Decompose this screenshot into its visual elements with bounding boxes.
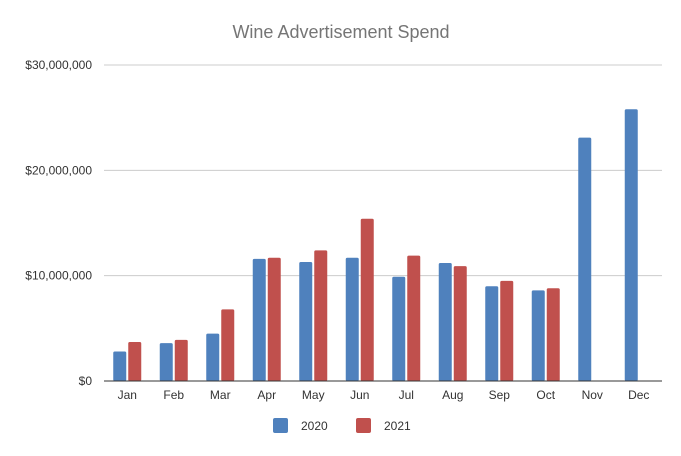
bars bbox=[113, 109, 638, 382]
legend-label-2021: 2021 bbox=[384, 419, 411, 433]
chart-title: Wine Advertisement Spend bbox=[232, 22, 449, 42]
bar-2020-jul bbox=[392, 276, 406, 381]
y-tick-label: $10,000,000 bbox=[25, 269, 92, 283]
bar-2020-mar bbox=[206, 333, 220, 381]
legend: 2020 2021 bbox=[273, 418, 411, 433]
legend-label-2020: 2020 bbox=[301, 419, 328, 433]
bar-2021-sep bbox=[500, 280, 514, 381]
x-tick-label: Oct bbox=[536, 388, 555, 402]
bar-2020-oct bbox=[531, 290, 545, 381]
bar-2020-sep bbox=[485, 286, 499, 381]
bar-2021-feb bbox=[174, 339, 188, 381]
x-tick-label: Aug bbox=[442, 388, 463, 402]
bar-2020-jan bbox=[113, 351, 127, 381]
gridlines bbox=[104, 64, 662, 277]
x-tick-label: Jan bbox=[118, 388, 137, 402]
x-tick-label: Jun bbox=[350, 388, 369, 402]
bar-2020-aug bbox=[438, 263, 452, 381]
bar-2020-may bbox=[299, 261, 313, 381]
bar-2021-apr bbox=[267, 257, 281, 381]
y-tick-label: $0 bbox=[79, 374, 93, 388]
bar-2021-jan bbox=[128, 342, 142, 381]
y-axis-ticks: $0 $10,000,000 $20,000,000 $30,000,000 bbox=[25, 58, 92, 388]
x-tick-label: May bbox=[302, 388, 325, 402]
x-tick-label: Nov bbox=[582, 388, 603, 402]
bar-2021-mar bbox=[221, 309, 235, 381]
bar-2020-nov bbox=[578, 137, 592, 381]
x-tick-label: Feb bbox=[163, 388, 184, 402]
bar-2021-may bbox=[314, 250, 328, 381]
y-tick-label: $20,000,000 bbox=[25, 163, 92, 177]
x-tick-label: Sep bbox=[489, 388, 511, 402]
bar-2020-dec bbox=[624, 109, 638, 382]
legend-swatch-2021 bbox=[356, 418, 371, 433]
x-tick-label: Dec bbox=[628, 388, 649, 402]
bar-2020-jun bbox=[345, 257, 359, 381]
legend-swatch-2020 bbox=[273, 418, 288, 433]
bar-2021-jul bbox=[407, 255, 421, 381]
bar-2020-apr bbox=[252, 258, 266, 381]
y-tick-label: $30,000,000 bbox=[25, 58, 92, 72]
x-tick-label: Apr bbox=[257, 388, 276, 402]
x-axis-ticks: Jan Feb Mar Apr May Jun Jul Aug Sep Oct Nov Dec bbox=[118, 388, 650, 402]
x-tick-label: Jul bbox=[399, 388, 414, 402]
bar-2021-aug bbox=[453, 266, 467, 381]
x-tick-label: Mar bbox=[210, 388, 231, 402]
bar-2021-jun bbox=[360, 218, 374, 381]
bar-2021-oct bbox=[546, 288, 560, 381]
bar-2020-feb bbox=[159, 343, 173, 381]
